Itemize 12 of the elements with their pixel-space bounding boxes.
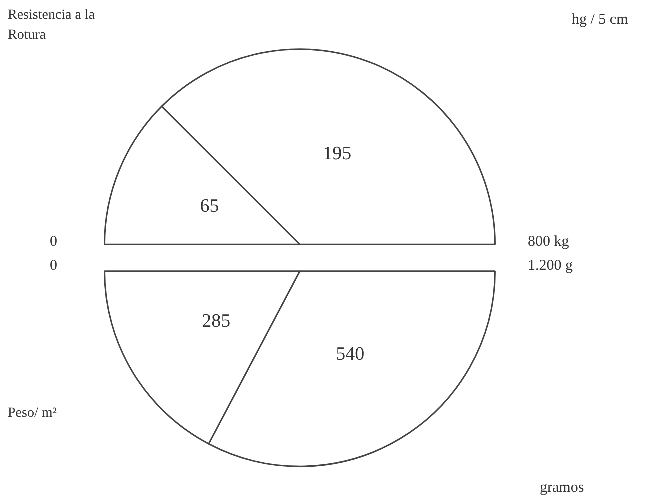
text: hg / 5 cm <box>572 11 628 30</box>
data-label: 285 <box>202 310 231 332</box>
text: 800 kg <box>528 233 570 252</box>
data-label: 65 <box>200 196 220 218</box>
chart-title: Resistencia a la Rotura <box>8 7 96 45</box>
text: 1.200 g <box>528 257 573 276</box>
text: gramos <box>540 479 584 498</box>
text: Peso/ m² <box>8 405 58 423</box>
text: 0 <box>50 233 58 252</box>
text: 0 <box>50 257 58 276</box>
data-label: 195 <box>323 143 352 164</box>
data-label: 540 <box>336 344 365 365</box>
